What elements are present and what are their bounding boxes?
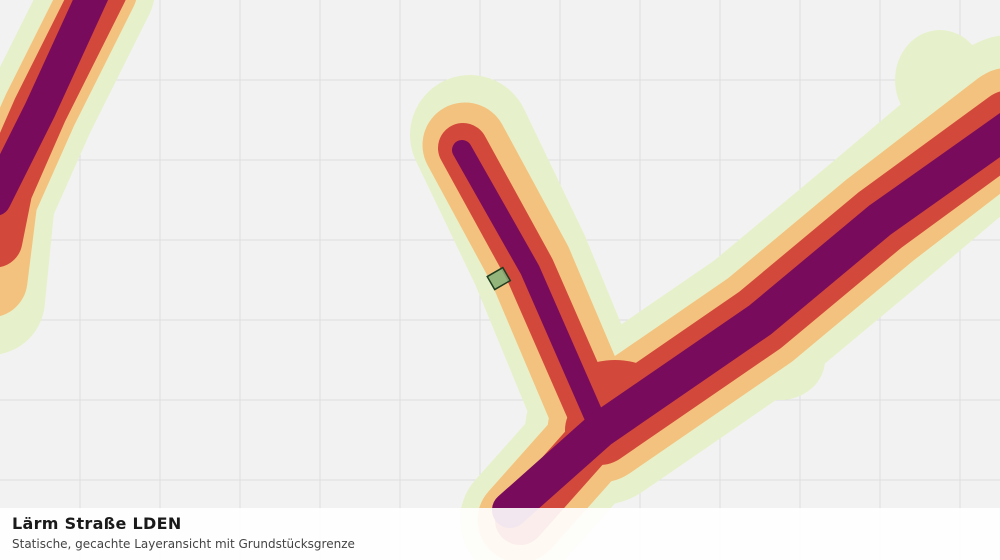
layer-info-banner: Lärm Straße LDEN Statische, gecachte Lay… xyxy=(0,508,1000,560)
layer-title: Lärm Straße LDEN xyxy=(12,514,182,533)
parcel-boundary xyxy=(486,266,512,291)
noise-zone-very-high xyxy=(452,140,610,440)
noise-zone-very-high xyxy=(0,0,109,216)
noise-zone-very-high xyxy=(492,113,1000,528)
layer-subtitle: Statische, gecachte Layeransicht mit Gru… xyxy=(12,537,355,551)
